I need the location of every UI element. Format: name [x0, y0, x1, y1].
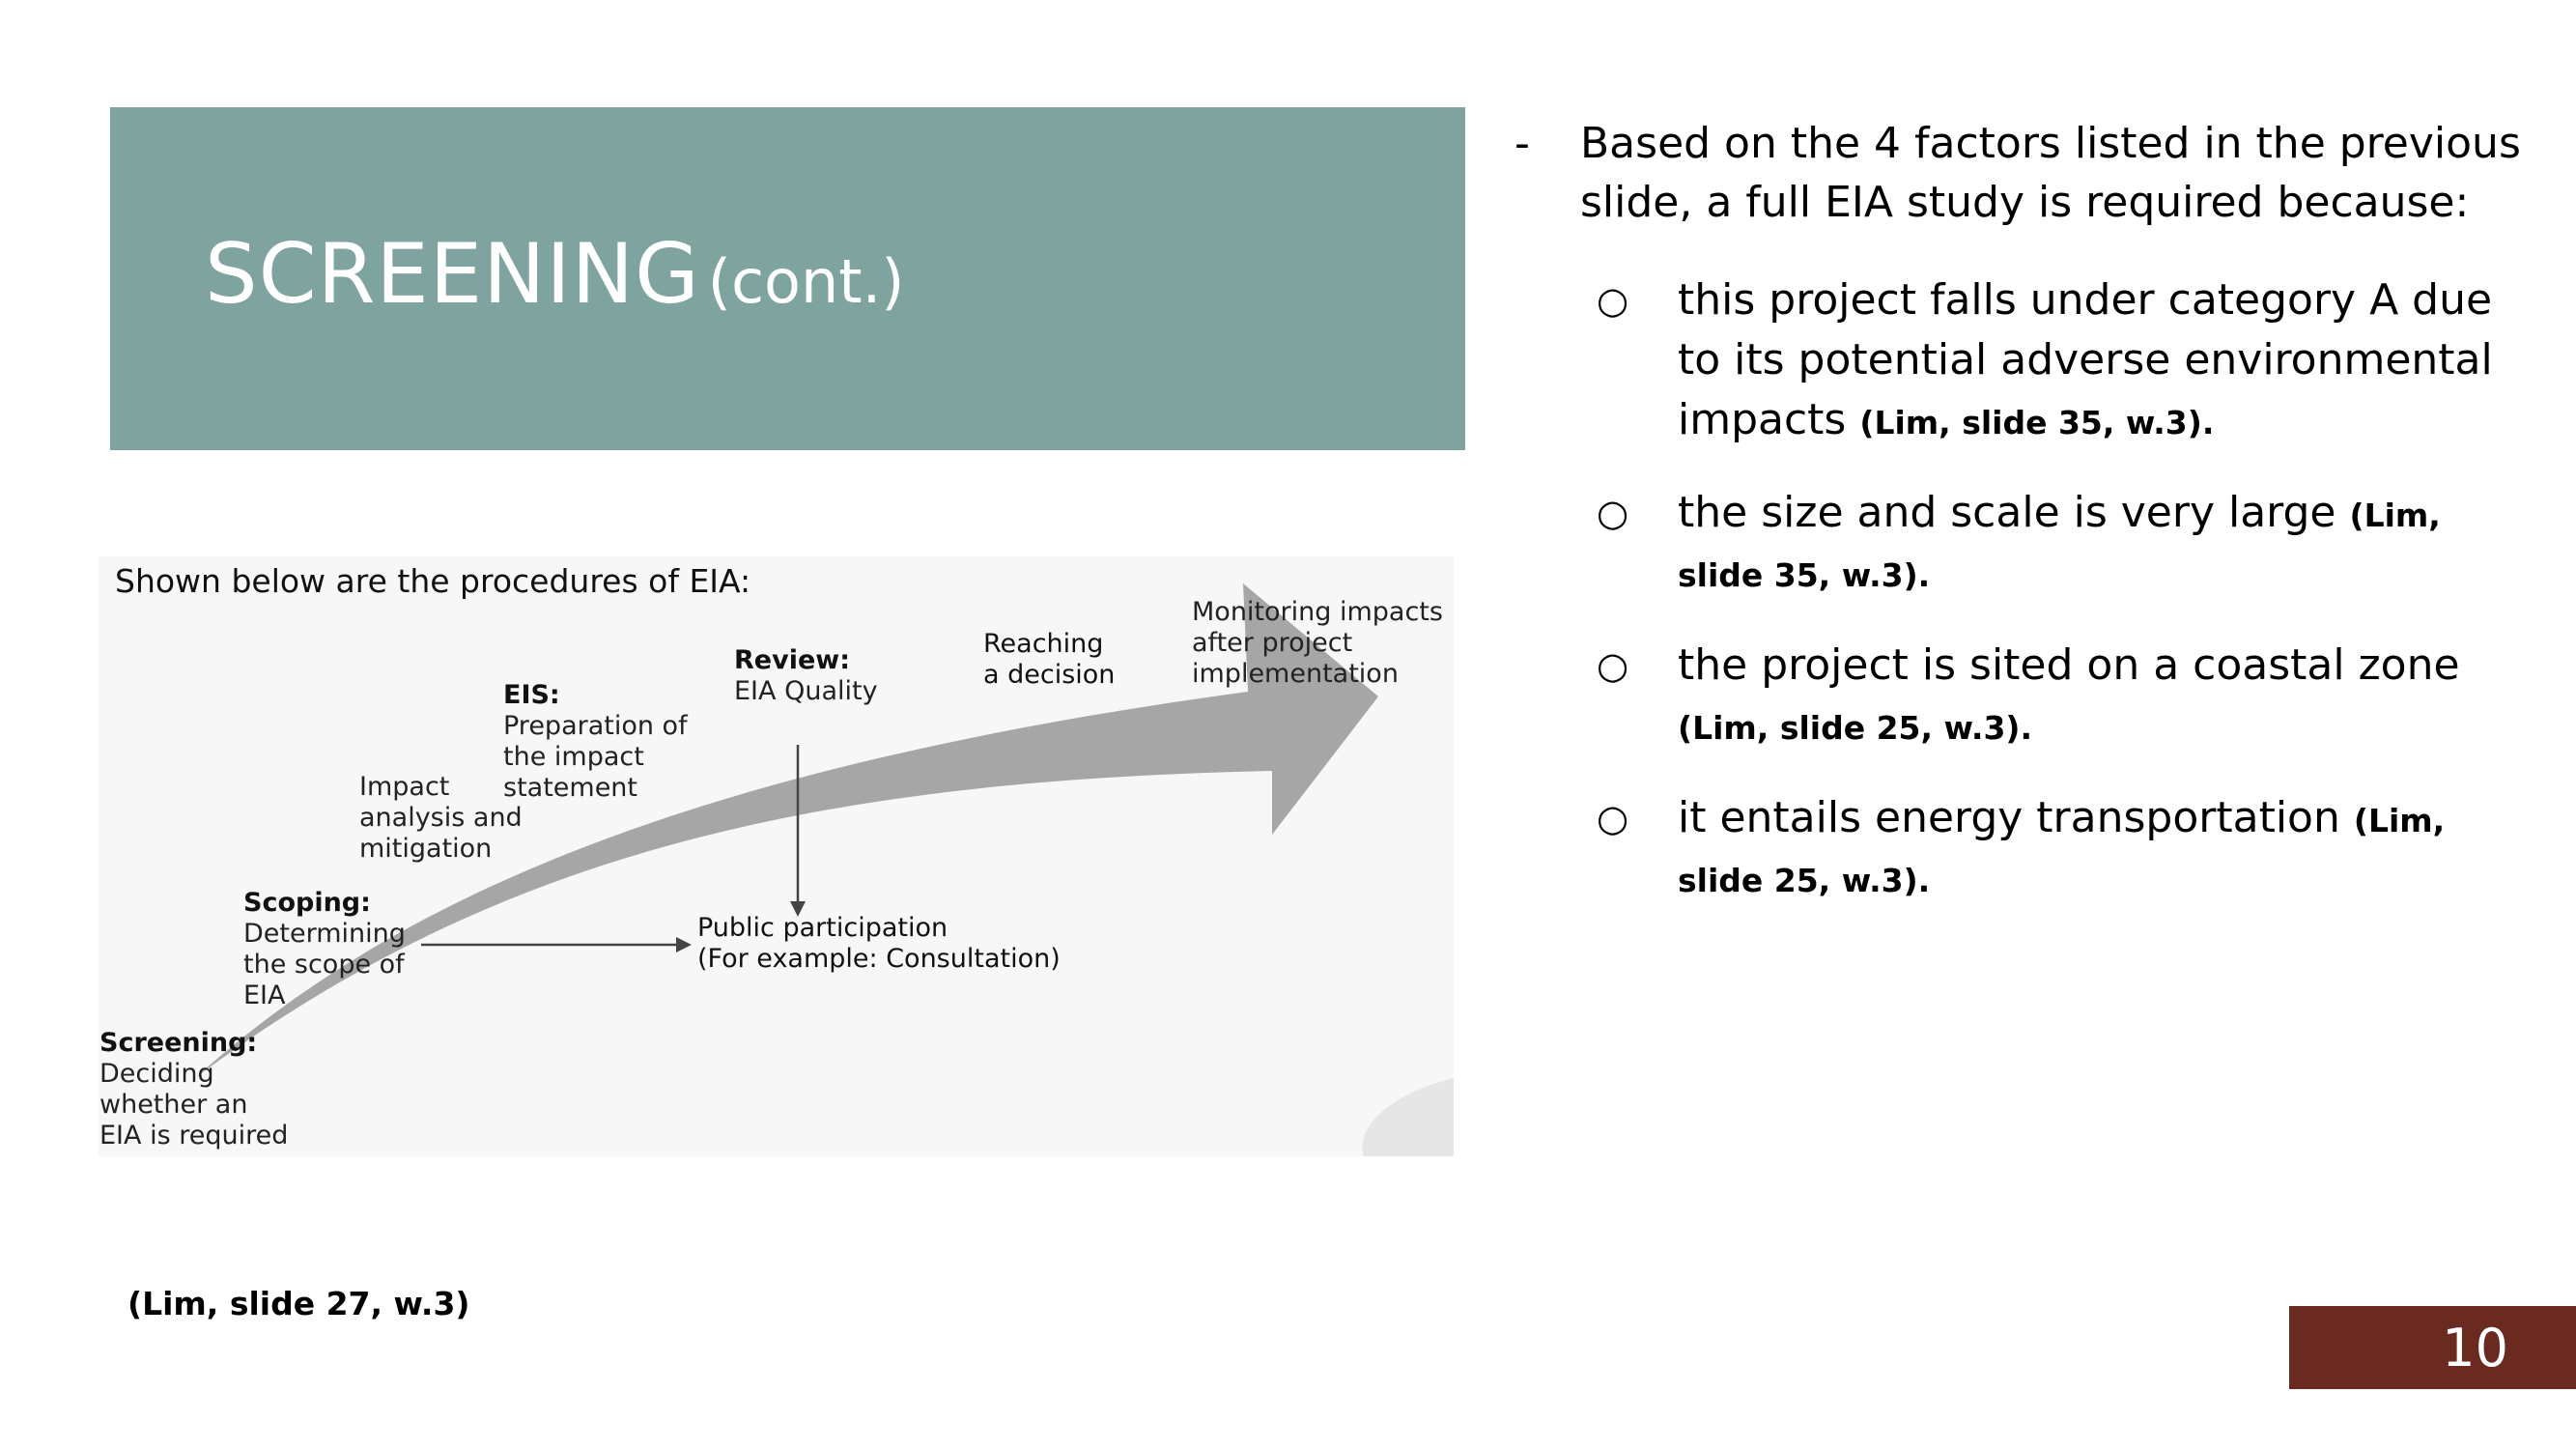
step-screening-line: EIA is required: [99, 1121, 289, 1151]
step-screening-line: Deciding: [99, 1059, 214, 1089]
intro-text: Based on the 4 factors listed in the pre…: [1580, 119, 2521, 227]
sub-bullet-cite: (Lim, slide 35, w.3).: [1859, 404, 2215, 441]
bullet-panel: - Based on the 4 factors listed in the p…: [1507, 114, 2531, 941]
sub-bullet-text: this project falls under category A due …: [1678, 275, 2493, 444]
step-scoping-title: Scoping:: [243, 888, 371, 918]
dash-marker: -: [1514, 119, 1530, 168]
step-decision-line: a decision: [983, 660, 1116, 690]
sub-bullet-cite: (Lim, slide 25, w.3).: [1678, 802, 2446, 899]
sub-bullet-list: ○ this project falls under category A du…: [1507, 270, 2531, 908]
sub-bullet: ○ the size and scale is very large (Lim,…: [1507, 483, 2531, 603]
step-screening-title: Screening:: [99, 1028, 258, 1058]
sub-bullet-cite: (Lim, slide 35, w.3).: [1678, 497, 2441, 594]
diagram-citation: (Lim, slide 27, w.3): [127, 1285, 470, 1322]
sub-bullet-cite: (Lim, slide 25, w.3).: [1678, 709, 2033, 747]
step-eis: EIS: Preparation of the impact statement: [503, 680, 688, 804]
scoping-arrowhead: [676, 937, 692, 952]
step-review-line: EIA Quality: [734, 676, 878, 706]
page-number-band: 10: [2289, 1306, 2576, 1389]
step-public-line: Public participation: [697, 913, 948, 943]
step-monitoring: Monitoring impacts after project impleme…: [1192, 597, 1443, 690]
sub-bullet: ○ the project is sited on a coastal zone…: [1507, 636, 2531, 755]
circle-bullet-icon: ○: [1597, 797, 1629, 839]
step-scoping-line: the scope of: [243, 950, 405, 980]
diagram-graphics: [195, 583, 1454, 1156]
step-scoping: Scoping: Determining the scope of EIA: [243, 888, 406, 1011]
page-curl: [1362, 1078, 1454, 1156]
circle-bullet-icon: ○: [1597, 492, 1629, 534]
circle-bullet-icon: ○: [1597, 279, 1629, 322]
eia-procedure-diagram: Shown below are the procedures of EIA: S…: [99, 556, 1454, 1156]
circle-bullet-icon: ○: [1597, 644, 1629, 687]
diagram-heading: Shown below are the procedures of EIA:: [115, 562, 751, 600]
sub-bullet-text: it entails energy transportation: [1678, 793, 2340, 842]
sub-bullet-text: the size and scale is very large: [1678, 488, 2336, 537]
step-impact-line: mitigation: [359, 834, 493, 864]
title-band: SCREENING (cont.): [110, 107, 1465, 450]
step-scoping-line: Determining: [243, 919, 406, 949]
step-monitoring-line: implementation: [1192, 659, 1399, 689]
slide-title: SCREENING (cont.): [205, 233, 904, 316]
step-eis-title: EIS:: [503, 680, 560, 710]
review-arrowhead: [790, 901, 806, 917]
step-scoping-line: EIA: [243, 980, 286, 1010]
step-monitoring-line: after project: [1192, 628, 1353, 658]
slide-title-main: SCREENING: [205, 226, 700, 323]
step-decision-line: Reaching: [983, 629, 1104, 659]
step-eis-line: the impact: [503, 742, 644, 772]
sub-bullet: ○ this project falls under category A du…: [1507, 270, 2531, 450]
step-review-title: Review:: [734, 645, 851, 675]
step-eis-line: statement: [503, 773, 638, 803]
step-impact-line: analysis and: [359, 803, 523, 833]
step-public-participation: Public participation (For example: Consu…: [697, 913, 1061, 975]
step-screening-line: whether an: [99, 1090, 248, 1120]
step-decision: Reaching a decision: [983, 629, 1115, 691]
slide-title-suffix: (cont.): [707, 246, 905, 317]
page-number: 10: [2442, 1318, 2508, 1378]
step-screening: Screening: Deciding whether an EIA is re…: [99, 1028, 288, 1151]
sub-bullet-text: the project is sited on a coastal zone: [1678, 640, 2460, 690]
step-public-line: (For example: Consultation): [697, 944, 1061, 974]
step-eis-line: Preparation of: [503, 711, 688, 741]
sub-bullet: ○ it entails energy transportation (Lim,…: [1507, 788, 2531, 908]
step-review: Review: EIA Quality: [734, 645, 878, 707]
intro-bullet: - Based on the 4 factors listed in the p…: [1507, 114, 2531, 232]
process-arrow: [195, 583, 1378, 1078]
step-impact: Impact analysis and mitigation: [359, 772, 523, 865]
step-monitoring-line: Monitoring impacts: [1192, 597, 1443, 627]
step-impact-line: Impact: [359, 772, 450, 802]
